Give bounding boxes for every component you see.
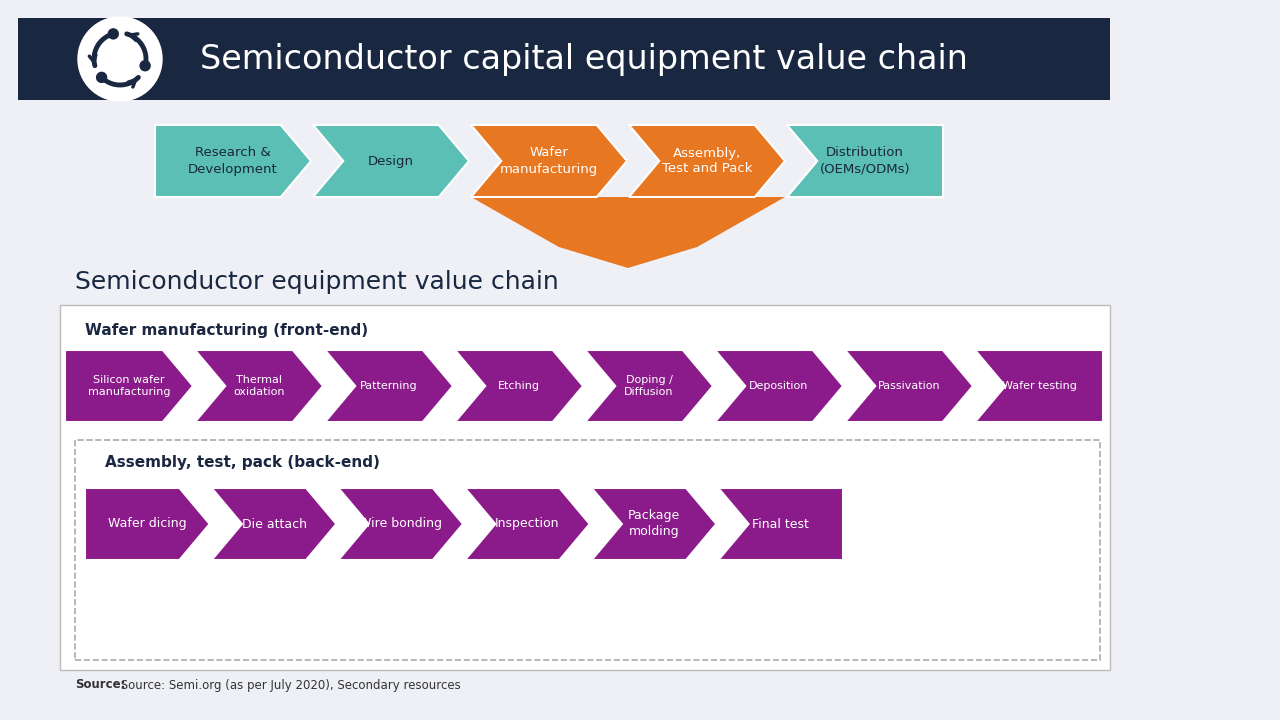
Polygon shape bbox=[845, 350, 973, 422]
Polygon shape bbox=[325, 350, 453, 422]
Text: Wafer manufacturing (front-end): Wafer manufacturing (front-end) bbox=[84, 323, 369, 338]
Polygon shape bbox=[454, 350, 582, 422]
Circle shape bbox=[109, 29, 118, 39]
Text: Semiconductor equipment value chain: Semiconductor equipment value chain bbox=[76, 270, 559, 294]
Text: Assembly,
Test and Pack: Assembly, Test and Pack bbox=[662, 146, 753, 176]
Text: Passivation: Passivation bbox=[878, 381, 941, 391]
Text: Design: Design bbox=[369, 155, 413, 168]
Text: Deposition: Deposition bbox=[749, 381, 809, 391]
Circle shape bbox=[78, 17, 163, 101]
Polygon shape bbox=[314, 125, 468, 197]
Polygon shape bbox=[471, 197, 785, 268]
Text: Wafer
manufacturing: Wafer manufacturing bbox=[500, 146, 598, 176]
Polygon shape bbox=[787, 125, 943, 197]
Circle shape bbox=[140, 60, 150, 71]
Polygon shape bbox=[211, 488, 337, 560]
Bar bbox=[60, 305, 1110, 670]
Text: Final test: Final test bbox=[753, 518, 809, 531]
Polygon shape bbox=[471, 125, 627, 197]
Circle shape bbox=[96, 73, 106, 82]
Polygon shape bbox=[628, 125, 785, 197]
Bar bbox=[18, 18, 1110, 100]
Polygon shape bbox=[195, 350, 323, 422]
Text: Etching: Etching bbox=[498, 381, 540, 391]
Text: Thermal
oxidation: Thermal oxidation bbox=[233, 375, 284, 397]
Text: Package
molding: Package molding bbox=[628, 510, 680, 539]
Polygon shape bbox=[585, 350, 713, 422]
Polygon shape bbox=[975, 350, 1103, 422]
Text: Doping /
Diffusion: Doping / Diffusion bbox=[625, 375, 673, 397]
Text: Wafer dicing: Wafer dicing bbox=[108, 518, 187, 531]
Polygon shape bbox=[338, 488, 463, 560]
Text: Wafer testing: Wafer testing bbox=[1001, 381, 1076, 391]
Text: Silicon wafer
manufacturing: Silicon wafer manufacturing bbox=[88, 375, 170, 397]
Polygon shape bbox=[155, 125, 311, 197]
Text: Semiconductor capital equipment value chain: Semiconductor capital equipment value ch… bbox=[200, 42, 968, 76]
Text: Wire bonding: Wire bonding bbox=[360, 518, 442, 531]
Text: Research &
Development: Research & Development bbox=[188, 146, 278, 176]
Polygon shape bbox=[716, 350, 844, 422]
Text: Source:: Source: bbox=[76, 678, 125, 691]
Text: Source: Semi.org (as per July 2020), Secondary resources: Source: Semi.org (as per July 2020), Sec… bbox=[116, 678, 461, 691]
Polygon shape bbox=[465, 488, 590, 560]
Text: Patterning: Patterning bbox=[360, 381, 417, 391]
Polygon shape bbox=[591, 488, 717, 560]
Polygon shape bbox=[718, 488, 844, 560]
Text: Die attach: Die attach bbox=[242, 518, 306, 531]
Text: Assembly, test, pack (back-end): Assembly, test, pack (back-end) bbox=[105, 454, 380, 469]
Polygon shape bbox=[65, 350, 193, 422]
Text: Inspection: Inspection bbox=[495, 518, 559, 531]
Bar bbox=[76, 440, 1100, 660]
Text: Distribution
(OEMs/ODMs): Distribution (OEMs/ODMs) bbox=[819, 146, 910, 176]
Polygon shape bbox=[84, 488, 210, 560]
